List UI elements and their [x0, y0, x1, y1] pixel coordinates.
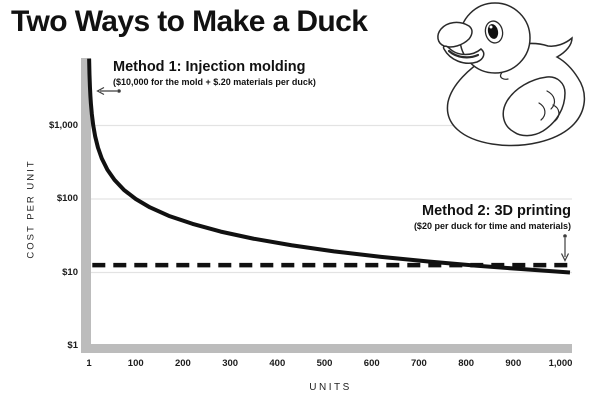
series-layer [87, 58, 571, 275]
method1-annotation-title: Method 1: Injection molding [113, 59, 306, 75]
duck-eye [484, 20, 504, 44]
x-tick-label: 100 [127, 358, 144, 369]
x-axis-title: UNITS [309, 382, 352, 393]
duck-eye-highlight [489, 25, 493, 29]
arrow-dot [563, 234, 567, 238]
method2-annotation: Method 2: 3D printing ($20 per duck for … [413, 203, 571, 231]
method2-annotation-subtitle: ($20 per duck for time and materials) [413, 220, 571, 231]
y-tick-label: $1,000 [48, 119, 78, 131]
x-tick-label: 200 [174, 358, 191, 369]
x-axis-bar [81, 344, 572, 353]
y-axis-title: COST PER UNIT [25, 159, 37, 259]
series-line-1 [87, 58, 571, 275]
x-tick-label: 500 [316, 358, 333, 369]
page-title: Two Ways to Make a Duck [11, 5, 368, 38]
method1-annotation-subtitle: ($10,000 for the mold + $.20 materials p… [113, 76, 316, 87]
duck-mouth-line [447, 49, 480, 59]
y-tick-label: $1 [67, 340, 78, 351]
x-tick-label: 900 [505, 358, 522, 369]
y-tick-label: $100 [56, 193, 78, 204]
arrow-head-icon [560, 253, 570, 262]
method1-pointer-arrow [96, 86, 121, 96]
x-tick-label: 1 [86, 358, 92, 369]
method2-annotation-title: Method 2: 3D printing [421, 203, 571, 219]
duck-wing-feathers [538, 90, 560, 122]
y-tick-label: $10 [62, 266, 78, 278]
duck-wing [502, 76, 566, 137]
x-tick-label: 300 [222, 358, 239, 369]
x-tick-label: 1,000 [548, 358, 573, 369]
x-tick-label: 700 [410, 358, 427, 369]
y-axis-bar [81, 58, 91, 353]
rubber-duck-illustration [437, 2, 586, 147]
arrow-head-icon [96, 86, 105, 96]
arrow-dot [117, 89, 121, 93]
method2-pointer-arrow [560, 234, 570, 262]
duck-beak-lower [442, 45, 485, 64]
x-tick-label: 400 [269, 358, 286, 369]
x-tick-label: 800 [458, 358, 475, 369]
x-tick-label: 600 [363, 358, 380, 369]
method1-annotation: Method 1: Injection molding ($10,000 for… [113, 59, 316, 87]
axis-bars [81, 58, 572, 353]
